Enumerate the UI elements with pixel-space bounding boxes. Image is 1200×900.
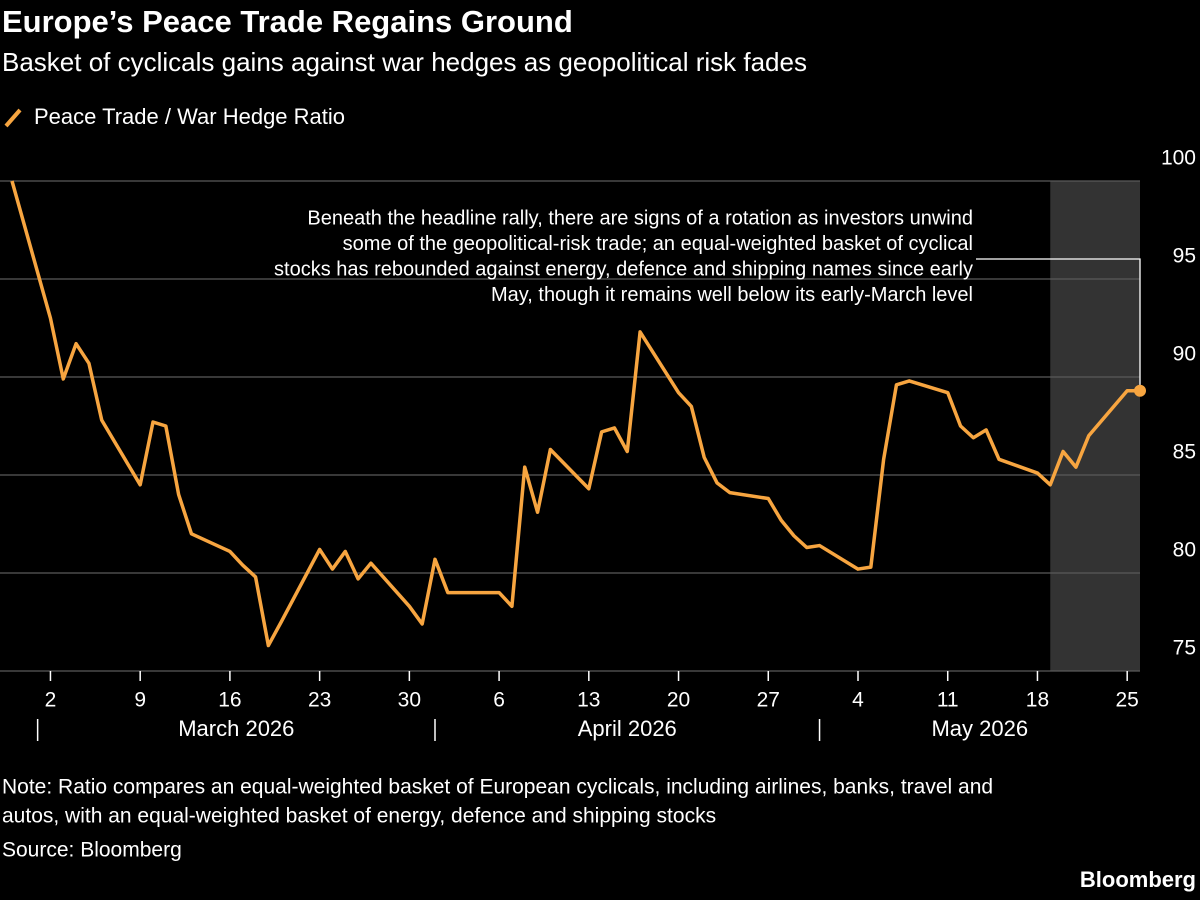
- x-tick-label: 30: [398, 689, 421, 712]
- data-line: [10, 180, 1140, 648]
- brand: Bloomberg: [1080, 867, 1196, 892]
- y-tick-label: 85: [1173, 441, 1196, 464]
- legend-swatch: [4, 108, 22, 128]
- annotation-leader: [976, 258, 1141, 391]
- annotation-text: Beneath the headline rally, there are si…: [307, 207, 973, 229]
- x-tick-label: 18: [1026, 689, 1049, 712]
- x-tick-label: 23: [308, 689, 331, 712]
- month-label: March 2026: [178, 716, 294, 741]
- y-tick-label: 80: [1173, 539, 1196, 562]
- y-tick-label: 90: [1173, 343, 1196, 366]
- x-tick-label: 16: [218, 689, 241, 712]
- note: Note: Ratio compares an equal-weighted b…: [2, 776, 993, 799]
- x-tick-label: 25: [1116, 689, 1139, 712]
- chart-title: Europe’s Peace Trade Regains Ground: [2, 4, 573, 39]
- source: Source: Bloomberg: [2, 839, 182, 862]
- month-label: May 2026: [931, 716, 1028, 741]
- y-tick-label: 100: [1161, 147, 1196, 170]
- x-tick-label: 4: [852, 689, 864, 712]
- x-tick-label: 2: [45, 689, 57, 712]
- last-point-marker: [1134, 384, 1146, 397]
- x-tick-label: 13: [577, 689, 600, 712]
- legend-label: Peace Trade / War Hedge Ratio: [34, 104, 345, 129]
- annotation-text: some of the geopolitical-risk trade; an …: [343, 233, 973, 255]
- month-label: April 2026: [578, 716, 677, 741]
- note: autos, with an equal-weighted basket of …: [2, 805, 716, 828]
- x-tick-label: 11: [937, 689, 959, 712]
- annotation-text: May, though it remains well below its ea…: [491, 284, 973, 306]
- chart-subtitle: Basket of cyclicals gains against war he…: [2, 47, 807, 77]
- y-tick-label: 95: [1173, 245, 1196, 268]
- y-tick-label: 75: [1173, 637, 1196, 660]
- x-tick-label: 6: [493, 689, 505, 712]
- x-tick-label: 9: [134, 689, 146, 712]
- annotation-text: stocks has rebounded against energy, def…: [274, 258, 973, 280]
- x-tick-label: 27: [757, 689, 780, 712]
- x-tick-label: 20: [667, 689, 690, 712]
